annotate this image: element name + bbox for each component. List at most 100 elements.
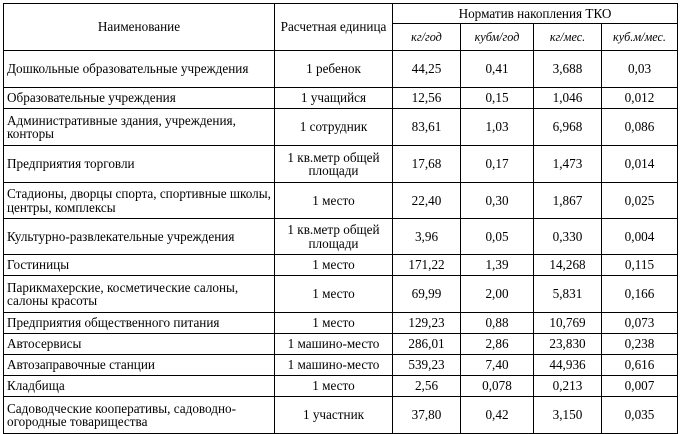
- value-m3-month: 0,03: [600, 50, 679, 88]
- subheader-kg-year: кг/год: [392, 23, 461, 51]
- value-m3-year: 0,30: [460, 182, 534, 219]
- table-row: Парикмахерские, косметические салоны, са…: [3, 275, 679, 313]
- table-row: Кладбища 1 место 2,56 0,078 0,213 0,007: [3, 375, 679, 397]
- row-unit: 1 кв.метр общей площади: [274, 145, 393, 183]
- row-name: Предприятия торговли: [3, 145, 275, 183]
- value-kg-year: 44,25: [392, 50, 461, 88]
- table-row: Автосервисы 1 машино-место 286,01 2,86 23,83…: [3, 333, 679, 355]
- value-kg-month: 0,330: [533, 218, 602, 255]
- value-m3-month: 0,004: [600, 218, 679, 255]
- value-kg-year: 17,68: [392, 145, 461, 183]
- row-name: Автосервисы: [3, 333, 275, 355]
- value-kg-month: 3,688: [533, 50, 602, 88]
- row-unit: 1 машино-место: [274, 333, 393, 355]
- value-kg-month: 23,830: [533, 333, 602, 355]
- value-kg-month: 1,473: [533, 145, 602, 183]
- value-kg-month: 1,046: [533, 87, 602, 109]
- value-m3-month: 0,238: [600, 333, 679, 355]
- value-kg-month: 3,150: [533, 396, 602, 434]
- row-unit: 1 место: [274, 312, 393, 334]
- value-kg-month: 10,769: [533, 312, 602, 334]
- value-m3-month: 0,115: [600, 254, 679, 276]
- table-row: Садоводческие кооперативы, садоводно-ого…: [3, 396, 679, 434]
- row-name: Автозаправочные станции: [3, 354, 275, 376]
- table-row: Предприятия торговли 1 кв.метр общей площ…: [3, 145, 679, 183]
- value-m3-year: 2,00: [460, 275, 534, 313]
- row-unit: 1 место: [274, 254, 393, 276]
- value-kg-month: 0,213: [533, 375, 602, 397]
- table-row: Стадионы, дворцы спорта, спортивные школ…: [3, 182, 679, 219]
- row-unit: 1 кв.метр общей площади: [274, 218, 393, 255]
- table-row: Административные здания, учреждения, кон…: [3, 108, 679, 146]
- value-m3-month: 0,025: [600, 182, 679, 219]
- value-m3-year: 0,42: [460, 396, 534, 434]
- row-name: Парикмахерские, косметические салоны, са…: [3, 275, 275, 313]
- row-name: Гостиницы: [3, 254, 275, 276]
- value-kg-month: 1,867: [533, 182, 602, 219]
- value-kg-month: 6,968: [533, 108, 602, 146]
- row-unit: 1 ребенок: [274, 50, 393, 88]
- subheader-m3-month: куб.м/мес.: [600, 23, 679, 51]
- value-kg-year: 83,61: [392, 108, 461, 146]
- value-m3-year: 0,88: [460, 312, 534, 334]
- value-kg-month: 44,936: [533, 354, 602, 376]
- table-row: Образовательные учреждения 1 учащийся 12,5…: [3, 87, 679, 109]
- row-name: Административные здания, учреждения, кон…: [3, 108, 275, 146]
- value-m3-year: 1,03: [460, 108, 534, 146]
- row-name: Культурно-развлекательные учреждения: [3, 218, 275, 255]
- row-unit: 1 место: [274, 375, 393, 397]
- row-name: Кладбища: [3, 375, 275, 397]
- value-m3-month: 0,012: [600, 87, 679, 109]
- row-name: Предприятия общественного питания: [3, 312, 275, 334]
- value-kg-year: 3,96: [392, 218, 461, 255]
- value-kg-year: 171,22: [392, 254, 461, 276]
- value-m3-year: 7,40: [460, 354, 534, 376]
- row-unit: 1 машино-место: [274, 354, 393, 376]
- table-row: Предприятия общественного питания 1 место…: [3, 312, 679, 334]
- subheader-kg-month: кг/мес.: [533, 23, 602, 51]
- row-unit: 1 сотрудник: [274, 108, 393, 146]
- header-unit: Расчетная единица: [274, 3, 393, 51]
- value-m3-month: 0,014: [600, 145, 679, 183]
- value-m3-year: 1,39: [460, 254, 534, 276]
- row-unit: 1 место: [274, 182, 393, 219]
- value-m3-month: 0,073: [600, 312, 679, 334]
- row-name: Садоводческие кооперативы, садоводно-ого…: [3, 396, 275, 434]
- row-name: Образовательные учреждения: [3, 87, 275, 109]
- value-kg-month: 5,831: [533, 275, 602, 313]
- table-row: Культурно-развлекательные учреждения 1 кв…: [3, 218, 679, 255]
- row-name: Стадионы, дворцы спорта, спортивные школ…: [3, 182, 275, 219]
- value-kg-year: 37,80: [392, 396, 461, 434]
- value-m3-month: 0,086: [600, 108, 679, 146]
- norms-table: Наименование Расчетная единица Норматив …: [3, 3, 679, 434]
- value-kg-month: 14,268: [533, 254, 602, 276]
- row-name: Дошкольные образовательные учреждения: [3, 50, 275, 88]
- value-kg-year: 12,56: [392, 87, 461, 109]
- value-kg-year: 129,23: [392, 312, 461, 334]
- value-m3-month: 0,166: [600, 275, 679, 313]
- value-kg-year: 22,40: [392, 182, 461, 219]
- value-m3-month: 0,616: [600, 354, 679, 376]
- table-row: Автозаправочные станции 1 машино-место 539…: [3, 354, 679, 376]
- value-m3-year: 2,86: [460, 333, 534, 355]
- table-row: Гостиницы 1 место 171,22 1,39 14,268 0,115: [3, 254, 679, 276]
- header-name: Наименование: [3, 3, 275, 51]
- table-body: Дошкольные образовательные учреждения 1 р…: [3, 50, 679, 434]
- row-unit: 1 учащийся: [274, 87, 393, 109]
- value-m3-year: 0,41: [460, 50, 534, 88]
- header-norm-group: Норматив накопления ТКО: [391, 3, 679, 24]
- row-unit: 1 место: [274, 275, 393, 313]
- value-m3-year: 0,17: [460, 145, 534, 183]
- table-row: Дошкольные образовательные учреждения 1 р…: [3, 50, 679, 88]
- value-kg-year: 286,01: [392, 333, 461, 355]
- subheader-m3-year: кубм/год: [460, 23, 534, 51]
- value-m3-year: 0,078: [460, 375, 534, 397]
- value-kg-year: 539,23: [392, 354, 461, 376]
- value-kg-year: 69,99: [392, 275, 461, 313]
- value-m3-year: 0,15: [460, 87, 534, 109]
- value-m3-month: 0,007: [600, 375, 679, 397]
- value-m3-month: 0,035: [600, 396, 679, 434]
- value-kg-year: 2,56: [392, 375, 461, 397]
- value-m3-year: 0,05: [460, 218, 534, 255]
